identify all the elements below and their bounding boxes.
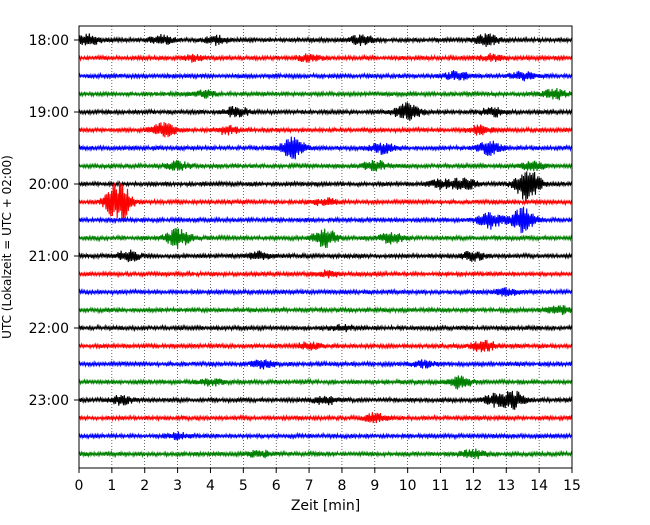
trace-2030 [78, 206, 573, 234]
x-tick-label-8: 8 [337, 478, 346, 494]
trace-2200 [78, 323, 573, 333]
trace-2130 [78, 287, 573, 297]
y-tick-label-2000: 20:00 [29, 177, 69, 193]
y-axis-title: UTC (Lokalzeit = UTC + 02:00) [0, 155, 14, 339]
plot-frame [78, 25, 573, 469]
trace-1800 [78, 33, 573, 48]
trace-2300 [78, 390, 573, 410]
trace-1930 [78, 136, 573, 160]
x-tick-label-0: 0 [75, 478, 84, 494]
x-tick-label-13: 13 [497, 478, 515, 494]
trace-2000 [78, 171, 573, 204]
trace-2315 [78, 412, 573, 424]
x-tick-label-2: 2 [140, 478, 149, 494]
x-tick-label-7: 7 [305, 478, 314, 494]
x-axis-title: Zeit [min] [291, 498, 360, 514]
trace-1845 [78, 87, 573, 101]
y-tick-label-1800: 18:00 [29, 33, 69, 49]
trace-2345 [78, 448, 573, 460]
trace-1830 [78, 70, 573, 82]
y-tick-label-2100: 21:00 [29, 249, 69, 265]
x-axis-ticks: 0 1 2 3 4 5 6 7 8 9 10 11 12 13 14 15 [75, 468, 581, 494]
trace-2115 [78, 269, 573, 279]
x-tick-label-10: 10 [399, 478, 417, 494]
x-tick-label-9: 9 [370, 478, 379, 494]
trace-1815 [78, 52, 573, 63]
trace-2330 [78, 431, 573, 441]
trace-2215 [78, 339, 573, 353]
trace-1900 [78, 102, 573, 121]
x-tick-label-4: 4 [206, 478, 215, 494]
x-tick-label-15: 15 [563, 478, 581, 494]
trace-2230 [78, 359, 573, 370]
trace-1915 [78, 122, 573, 138]
x-tick-label-3: 3 [173, 478, 182, 494]
trace-1945 [78, 159, 573, 172]
x-tick-label-5: 5 [239, 478, 248, 494]
x-tick-label-6: 6 [272, 478, 281, 494]
x-tick-label-1: 1 [107, 478, 116, 494]
x-tick-label-12: 12 [464, 478, 482, 494]
x-tick-label-11: 11 [432, 478, 450, 494]
y-tick-label-1900: 19:00 [29, 105, 69, 121]
y-tick-label-2200: 22:00 [29, 321, 69, 337]
y-axis-ticks: 18:00 19:00 20:00 21:00 22:00 23:00 [29, 33, 79, 409]
trace-2145 [78, 305, 573, 315]
trace-2045 [78, 228, 573, 250]
y-tick-label-2300: 23:00 [29, 393, 69, 409]
trace-2245 [78, 375, 573, 390]
trace-2015 [78, 182, 573, 222]
trace-2100 [78, 249, 573, 263]
seismic-traces [78, 33, 573, 460]
x-tick-label-14: 14 [530, 478, 548, 494]
